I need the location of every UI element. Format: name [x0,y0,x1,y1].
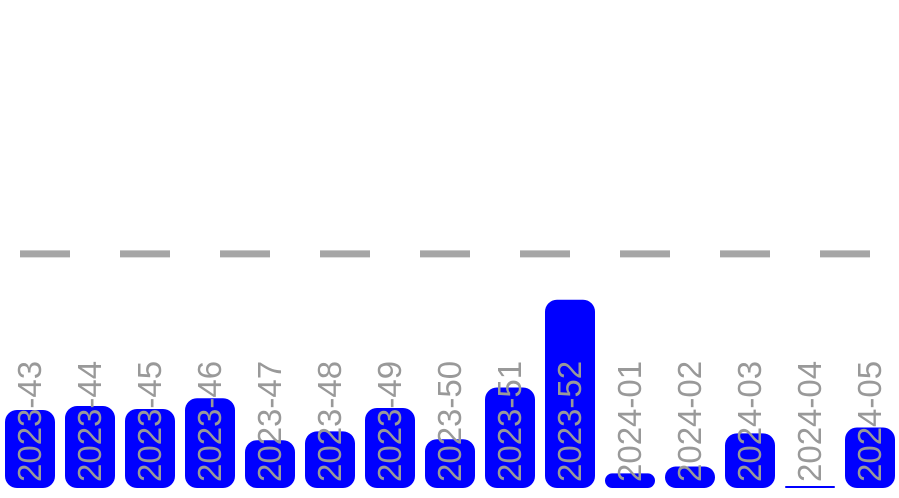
bar-2024-03 [725,433,775,488]
bar-2024-04 [785,486,835,488]
bar-2023-52 [545,299,595,488]
bar-label-2023-48: 2023-48 [311,361,348,482]
bar-2023-44 [65,406,115,488]
bar-2023-51 [485,387,535,488]
bar-2023-47 [245,440,295,488]
bar-label-2023-46: 2023-46 [191,361,228,482]
bar-label-2023-51: 2023-51 [491,361,528,482]
bar-label-2024-04: 2024-04 [791,361,828,482]
bar-2024-05 [845,427,895,488]
bar-2023-50 [425,439,475,488]
bar-label-2023-52: 2023-52 [551,361,588,482]
bar-2023-46 [185,398,235,488]
bar-2024-01 [605,473,655,488]
bar-label-2024-02: 2024-02 [671,361,708,482]
bar-label-2023-47: 2023-47 [251,361,288,482]
bars [5,299,895,488]
bar-2023-48 [305,431,355,488]
bar-label-2023-43: 2023-43 [11,361,48,482]
bar-2023-43 [5,409,55,488]
bar-label-2023-49: 2023-49 [371,361,408,482]
bar-label-2024-01: 2024-01 [611,361,648,482]
bar-label-2024-05: 2024-05 [851,361,888,482]
bar-label-2023-44: 2023-44 [71,361,108,482]
bar-2023-45 [125,408,175,488]
bar-label-2024-03: 2024-03 [731,361,768,482]
bar-label-2023-45: 2023-45 [131,361,168,482]
bar-labels: 2023-43 2023-44 2023-45 2023-46 2023-47 2023-… [11,361,888,482]
bar-label-2023-50: 2023-50 [431,361,468,482]
bar-2023-49 [365,408,415,488]
bar-2024-02 [665,466,715,488]
